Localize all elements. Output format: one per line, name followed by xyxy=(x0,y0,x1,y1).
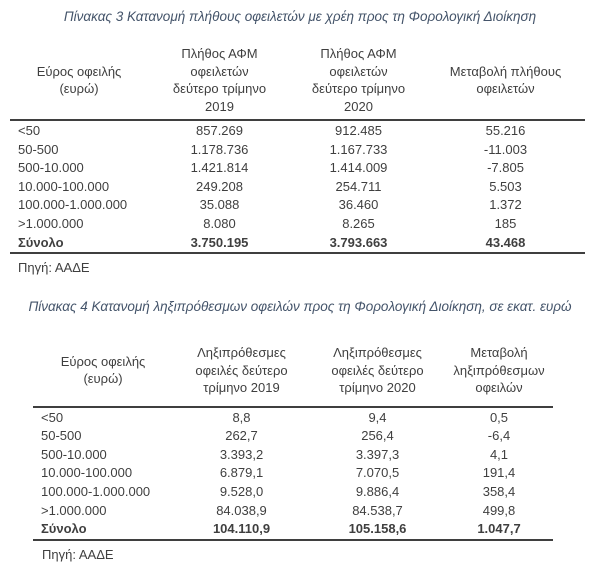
value-cell: 358,4 xyxy=(482,484,516,500)
value-cell: 1.372 xyxy=(489,197,522,213)
total-value-2020: 105.158,6 xyxy=(310,520,445,541)
total-label: Σύνολο xyxy=(10,233,148,255)
value-cell: -6,4 xyxy=(487,428,511,444)
value-cell: -11.003 xyxy=(483,141,528,157)
table4-header-change: Μεταβολή ληξιπρόθεσμων οφειλών xyxy=(445,344,553,408)
value-cell: 256,4 xyxy=(361,428,394,444)
debt-range-cell: 500-10.000 xyxy=(41,446,107,462)
value-cell: 5.503 xyxy=(489,178,522,194)
table3-header-row: Εύρος οφειλής (ευρώ) Πλήθος ΑΦΜ οφειλετώ… xyxy=(10,45,585,121)
table4-section: Πίνακας 4 Κατανομή ληξιπρόθεσμων οφειλών… xyxy=(0,298,600,563)
value-cell: 254.711 xyxy=(335,178,382,194)
table3-section: Πίνακας 3 Κατανομή πλήθους οφειλετών με … xyxy=(0,8,600,276)
debt-range-cell: 10.000-100.000 xyxy=(41,465,133,481)
debt-range-cell: 500-10.000 xyxy=(18,160,84,176)
total-value-change: 43.468 xyxy=(426,233,585,255)
table-row: <50 857.269 912.485 55.216 xyxy=(10,120,585,141)
table-row: 500-10.000 3.393,2 3.397,3 4,1 xyxy=(33,446,553,465)
value-cell: 36.460 xyxy=(338,197,379,213)
value-cell: 84.538,7 xyxy=(352,502,403,518)
total-value-2019: 3.750.195 xyxy=(148,233,291,255)
value-cell: 9,4 xyxy=(368,409,387,425)
table3-title: Πίνακας 3 Κατανομή πλήθους οφειλετών με … xyxy=(63,9,537,24)
value-cell: 9.886,4 xyxy=(355,484,400,500)
value-cell: 1.414.009 xyxy=(329,160,388,176)
table-row: >1.000.000 8.080 8.265 185 xyxy=(10,215,585,234)
table-row: >1.000.000 84.038,9 84.538,7 499,8 xyxy=(33,502,553,521)
value-cell: 499,8 xyxy=(482,502,516,518)
value-cell: 1.421.814 xyxy=(190,160,249,176)
table4-header-2019: Ληξιπρόθεσμες οφειλές δεύτερο τρίμηνο 20… xyxy=(173,344,310,408)
debt-range-cell: <50 xyxy=(18,123,41,138)
value-cell: 191,4 xyxy=(482,465,516,481)
total-label: Σύνολο xyxy=(33,520,173,541)
debt-range-cell: 50-500 xyxy=(41,428,82,444)
table4-overdue-debts: Εύρος οφειλής (ευρώ) Ληξιπρόθεσμες οφειλ… xyxy=(33,344,553,541)
total-value-change: 1.047,7 xyxy=(445,520,553,541)
table4-header-row: Εύρος οφειλής (ευρώ) Ληξιπρόθεσμες οφειλ… xyxy=(33,344,553,408)
table3-header-range: Εύρος οφειλής (ευρώ) xyxy=(10,45,148,121)
debt-range-cell: 10.000-100.000 xyxy=(18,178,110,194)
value-cell: 4,1 xyxy=(489,446,509,462)
table4-header-range: Εύρος οφειλής (ευρώ) xyxy=(33,344,173,408)
value-cell: 0,5 xyxy=(489,409,509,425)
table3-total-row: Σύνολο 3.750.195 3.793.663 43.468 xyxy=(10,233,585,255)
debt-range-cell: 50-500 xyxy=(18,141,59,157)
table4-body: <50 8,8 9,4 0,5 50-500 262,7 256,4 -6,4 500-10.0… xyxy=(33,407,553,521)
table3-debtor-counts: Εύρος οφειλής (ευρώ) Πλήθος ΑΦΜ οφειλετώ… xyxy=(10,45,585,255)
value-cell: 35.088 xyxy=(199,197,240,213)
value-cell: 7.070,5 xyxy=(355,465,400,481)
value-cell: 912.485 xyxy=(335,123,382,138)
table-row: 10.000-100.000 6.879,1 7.070,5 191,4 xyxy=(33,464,553,483)
value-cell: 55.216 xyxy=(485,123,526,138)
table3-source: Πηγή: ΑΑΔΕ xyxy=(18,260,90,276)
value-cell: 8.080 xyxy=(203,215,236,231)
value-cell: 249.208 xyxy=(196,178,243,194)
total-value-2019: 104.110,9 xyxy=(173,520,310,541)
value-cell: 3.393,2 xyxy=(219,446,264,462)
value-cell: 8,8 xyxy=(232,409,251,425)
value-cell: 3.397,3 xyxy=(355,446,400,462)
value-cell: 9.528,0 xyxy=(219,484,264,500)
table-row: 50-500 262,7 256,4 -6,4 xyxy=(33,427,553,446)
value-cell: 262,7 xyxy=(225,428,258,444)
table3-header-change: Μεταβολή πλήθους οφειλετών xyxy=(426,45,585,121)
table-row: 100.000-1.000.000 35.088 36.460 1.372 xyxy=(10,196,585,215)
debt-range-cell: 100.000-1.000.000 xyxy=(18,197,128,213)
table-row: 10.000-100.000 249.208 254.711 5.503 xyxy=(10,178,585,197)
table4-total-row: Σύνολο 104.110,9 105.158,6 1.047,7 xyxy=(33,520,553,541)
value-cell: -7.805 xyxy=(487,160,524,176)
table-row: 500-10.000 1.421.814 1.414.009 -7.805 xyxy=(10,159,585,178)
value-cell: 185 xyxy=(494,215,517,231)
table3-header-2019: Πλήθος ΑΦΜ οφειλετών δεύτερο τρίμηνο 201… xyxy=(148,45,291,121)
table3-body: <50 857.269 912.485 55.216 50-500 1.178.736 1.… xyxy=(10,120,585,234)
value-cell: 8.265 xyxy=(342,215,375,231)
debt-range-cell: <50 xyxy=(41,409,64,425)
value-cell: 1.167.733 xyxy=(329,141,388,157)
value-cell: 84.038,9 xyxy=(216,502,267,518)
debt-range-cell: >1.000.000 xyxy=(41,502,107,518)
table3-header-2020: Πλήθος ΑΦΜ οφειλετών δεύτερο τρίμηνο 202… xyxy=(291,45,426,121)
total-value-2020: 3.793.663 xyxy=(291,233,426,255)
value-cell: 6.879,1 xyxy=(219,465,264,481)
value-cell: 857.269 xyxy=(196,123,243,138)
debt-range-cell: >1.000.000 xyxy=(18,215,84,231)
table4-header-2020: Ληξιπρόθεσμες οφειλές δεύτερο τρίμηνο 20… xyxy=(310,344,445,408)
table-row: 50-500 1.178.736 1.167.733 -11.003 xyxy=(10,141,585,160)
table4-source: Πηγή: ΑΑΔΕ xyxy=(42,546,114,562)
value-cell: 1.178.736 xyxy=(190,141,249,157)
table-row: 100.000-1.000.000 9.528,0 9.886,4 358,4 xyxy=(33,483,553,502)
table4-title: Πίνακας 4 Κατανομή ληξιπρόθεσμων οφειλών… xyxy=(28,299,572,315)
table-row: <50 8,8 9,4 0,5 xyxy=(33,407,553,428)
debt-range-cell: 100.000-1.000.000 xyxy=(41,484,151,500)
